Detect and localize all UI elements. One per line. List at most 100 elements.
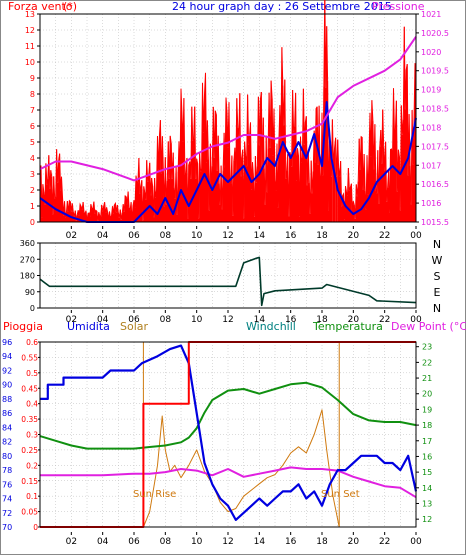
x-tick-label: 20: [348, 315, 360, 325]
direction-label: S: [434, 270, 441, 283]
wind-unit-label: (*): [63, 0, 77, 13]
plot-frame: [39, 13, 417, 223]
x-tick-label: 14: [254, 231, 266, 241]
pioggia-tick-label: 0: [33, 523, 38, 532]
umidita-tick-label: 80: [2, 452, 12, 461]
temp-tick-label: 20: [422, 390, 432, 399]
temperature-series-line: [39, 381, 417, 450]
right-tick-label: 1020: [421, 48, 441, 57]
umidita-tick-label: 72: [2, 509, 12, 518]
left-tick-label: 12: [25, 26, 35, 35]
x-tick-label: 22: [379, 537, 390, 547]
pioggia-tick-label: 0.2: [26, 461, 38, 470]
wind-pressure-panel: Forza vento (*) 24 hour graph day : 26 S…: [8, 0, 449, 241]
pioggia-tick-label: 0.1: [26, 492, 38, 501]
x-tick-label: 12: [222, 537, 233, 547]
right-tick-label: 1020.5: [421, 29, 449, 38]
pioggia-tick-label: 0.35: [21, 415, 38, 424]
temp-tick-label: 23: [422, 343, 432, 352]
temp-tick-label: 16: [422, 452, 432, 461]
x-tick-label: 02: [66, 231, 77, 241]
umidita-tick-label: 90: [2, 381, 12, 390]
humidity-temperature-panel: Pioggia Umidita Solar Windchill Temperat…: [2, 320, 466, 547]
umidita-tick-label: 86: [2, 409, 12, 418]
x-tick-label: 22: [379, 231, 390, 241]
x-tick-label: 16: [285, 537, 297, 547]
x-tick-label: 08: [160, 315, 172, 325]
x-tick-label: 06: [128, 537, 140, 547]
x-tick-label: 04: [97, 537, 109, 547]
x-tick-label: 04: [97, 315, 109, 325]
pioggia-tick-label: 0.45: [21, 384, 38, 393]
right-tick-label: 1017.5: [421, 142, 449, 151]
wind-force-label: Forza vento: [8, 0, 73, 13]
umidita-tick-label: 94: [2, 352, 12, 361]
left-tick-label: 1: [30, 202, 35, 211]
x-tick-label: 04: [97, 231, 109, 241]
left-tick-label: 90: [25, 288, 35, 297]
x-tick-label: 08: [160, 537, 172, 547]
x-tick-label: 10: [191, 537, 203, 547]
pioggia-tick-label: 0.55: [21, 353, 38, 362]
left-tick-label: 0: [30, 218, 35, 227]
x-tick-label: 10: [191, 315, 203, 325]
pioggia-tick-label: 0.5: [26, 369, 38, 378]
x-tick-label: 12: [222, 315, 233, 325]
right-tick-label: 1019.5: [421, 67, 449, 76]
x-tick-label: 00: [410, 231, 422, 241]
grid: [40, 341, 416, 528]
temp-tick-label: 14: [422, 484, 432, 493]
solar-series-line: [142, 409, 340, 528]
temperatura-label: Temperatura: [312, 320, 383, 333]
left-tick-label: 7: [30, 106, 35, 115]
umidita-tick-label: 92: [2, 366, 12, 375]
umidita-tick-label: 84: [2, 423, 12, 432]
left-tick-label: 13: [25, 10, 35, 19]
x-tick-label: 00: [410, 315, 422, 325]
left-tick-label: 8: [30, 90, 35, 99]
left-tick-label: 9: [30, 74, 35, 83]
left-tick-label: 270: [20, 255, 35, 264]
solar-label: Solar: [120, 320, 149, 333]
x-tick-label: 20: [348, 537, 360, 547]
sun-rise-annotation: Sun Rise: [133, 489, 176, 500]
x-tick-label: 18: [316, 231, 328, 241]
wind-force-series-line: [39, 101, 417, 223]
pioggia-tick-label: 0.25: [21, 446, 38, 455]
right-tick-label: 1019: [421, 86, 441, 95]
left-tick-label: 3: [30, 170, 35, 179]
left-tick-label: 10: [25, 58, 35, 67]
right-tick-label: 1016.5: [421, 180, 449, 189]
dew-point-label: Dew Point (°C): [391, 320, 466, 333]
umidita-tick-label: 76: [2, 480, 12, 489]
direction-label: E: [434, 286, 441, 299]
umidita-tick-label: 74: [2, 495, 12, 504]
grid: [40, 243, 416, 308]
right-tick-label: 1018.5: [421, 105, 449, 114]
temp-tick-label: 13: [422, 499, 432, 508]
left-tick-label: 5: [30, 138, 35, 147]
umidita-tick-label: 88: [2, 395, 12, 404]
direction-label: N: [433, 302, 441, 315]
pioggia-tick-label: 0.05: [21, 508, 38, 517]
x-tick-label: 20: [348, 231, 360, 241]
x-tick-label: 02: [66, 537, 77, 547]
x-tick-label: 06: [128, 315, 140, 325]
humidity-series-line: [40, 344, 418, 522]
pioggia-tick-label: 0.3: [26, 431, 38, 440]
temp-tick-label: 12: [422, 515, 432, 524]
x-tick-label: 16: [285, 315, 297, 325]
gust-series-line: [39, 0, 416, 222]
left-tick-label: 180: [20, 272, 35, 281]
x-tick-label: 18: [316, 537, 328, 547]
plot-series: [39, 256, 417, 307]
x-tick-label: 02: [66, 315, 77, 325]
left-tick-label: 4: [30, 154, 35, 163]
left-tick-label: 11: [25, 42, 35, 51]
temp-tick-label: 19: [422, 405, 432, 414]
temp-tick-label: 17: [422, 437, 432, 446]
x-tick-label: 00: [410, 537, 422, 547]
temp-tick-label: 21: [422, 374, 432, 383]
pressure-label: Pressione: [372, 0, 425, 13]
